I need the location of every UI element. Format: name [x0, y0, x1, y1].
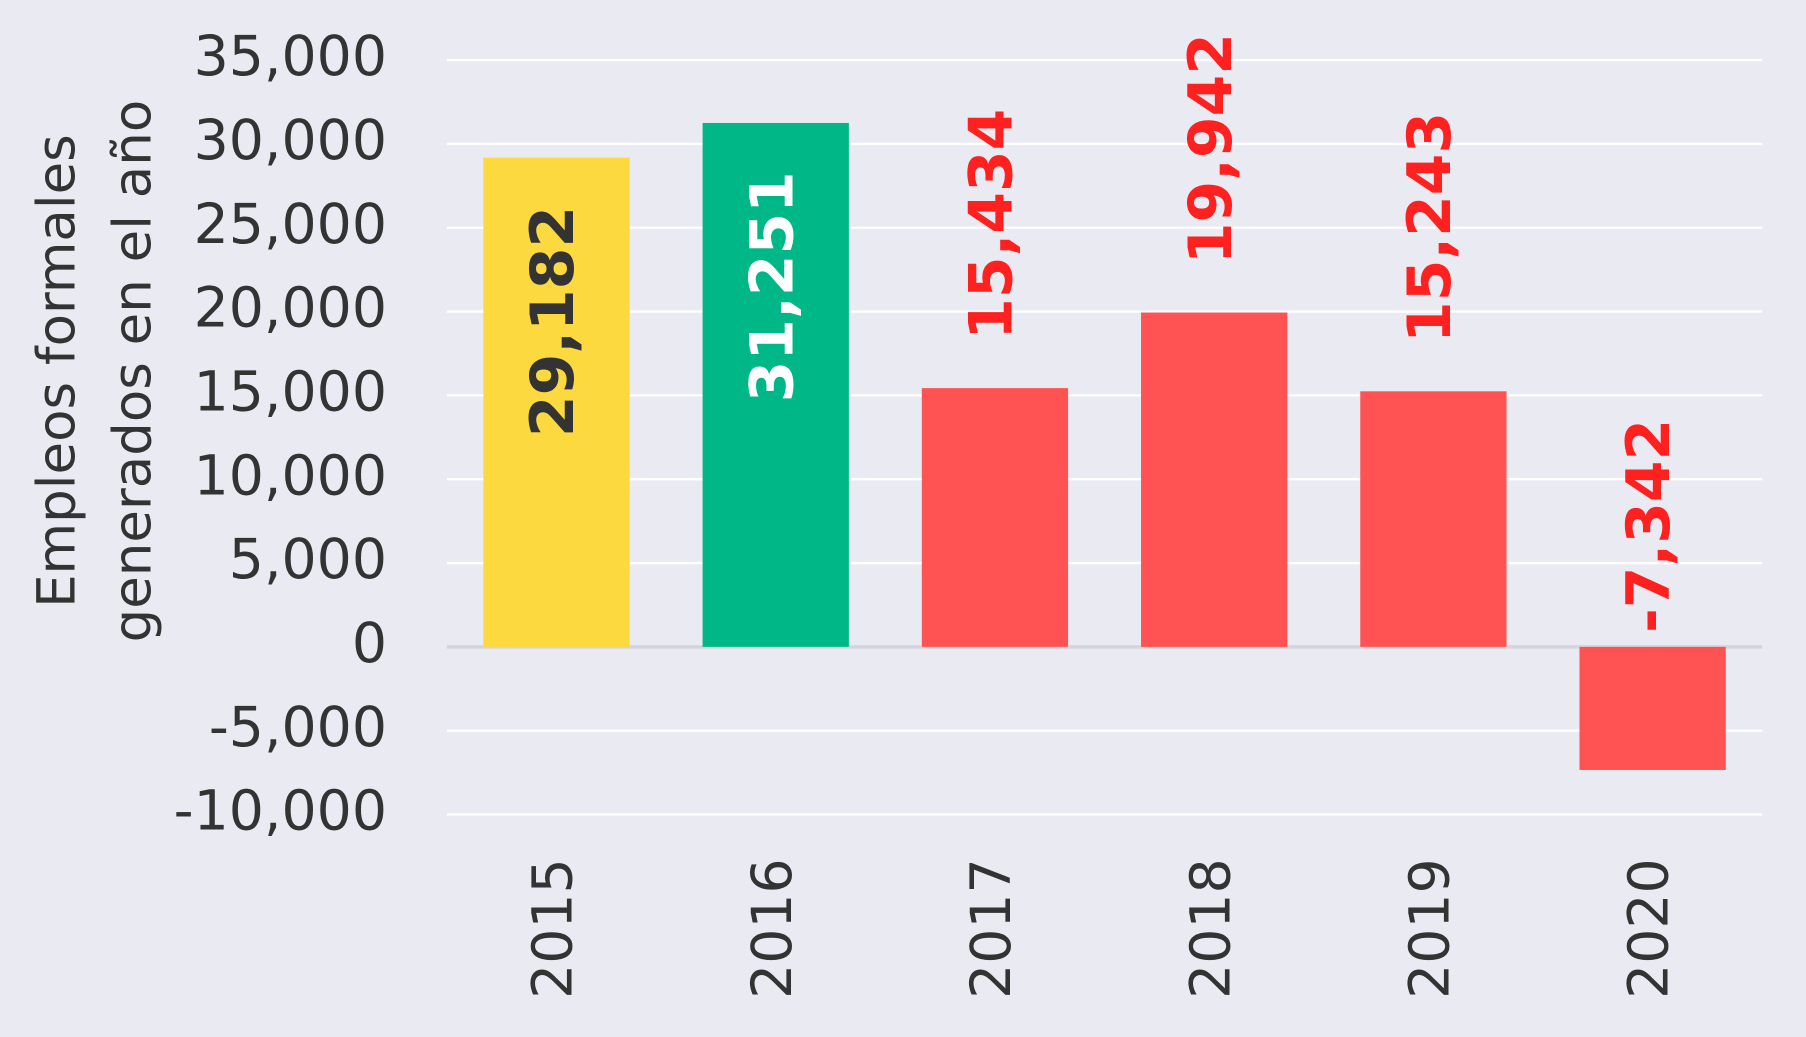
bar [921, 388, 1069, 647]
bar [483, 157, 630, 647]
x-tick-label: 2018 [1179, 858, 1243, 999]
y-axis-title: generados en el año [103, 100, 164, 643]
bar [1360, 391, 1507, 647]
x-tick-label: 2019 [1399, 858, 1463, 999]
data-label: -7,342 [1614, 419, 1684, 633]
x-tick-label: 2017 [960, 858, 1024, 999]
y-tick-label: 0 [352, 612, 387, 676]
data-label: 19,942 [1176, 33, 1246, 264]
y-tick-label: 35,000 [194, 25, 387, 89]
y-tick-label: 10,000 [194, 444, 387, 508]
y-axis-title: Empleos formales [27, 134, 88, 608]
y-tick-label: 30,000 [194, 109, 387, 173]
y-tick-label: 5,000 [229, 528, 387, 592]
data-label: 31,251 [737, 171, 807, 402]
y-tick-label: 20,000 [194, 277, 387, 341]
bar [1141, 312, 1288, 647]
y-tick-label: -5,000 [209, 696, 387, 760]
y-tick-label: 15,000 [194, 361, 387, 425]
data-label: 15,243 [1395, 112, 1465, 343]
bar [702, 122, 849, 647]
y-tick-label: 25,000 [194, 193, 387, 257]
x-tick-label: 2015 [522, 858, 586, 999]
y-tick-label: -10,000 [174, 780, 387, 844]
data-label: 29,182 [518, 206, 588, 437]
bar [1579, 646, 1726, 770]
x-tick-label: 2020 [1618, 858, 1682, 999]
x-tick-label: 2016 [741, 858, 805, 999]
data-label: 15,434 [957, 109, 1027, 340]
